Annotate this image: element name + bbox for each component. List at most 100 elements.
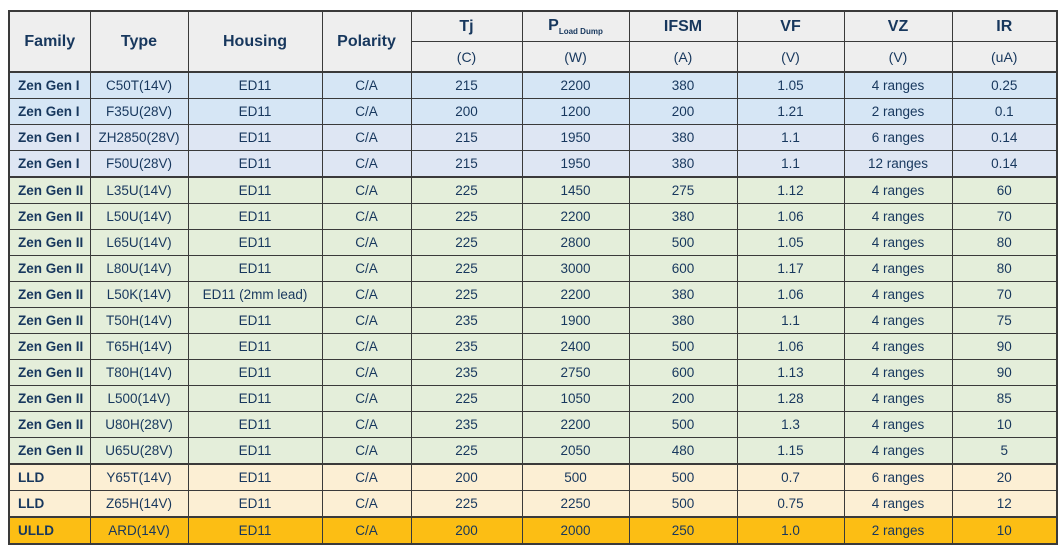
spec-table: Family Type Housing Polarity Tj PLoad Du… — [8, 10, 1058, 545]
data-cell: 500 — [628, 229, 738, 256]
col-header-type: Type — [89, 10, 189, 73]
data-cell: 600 — [628, 359, 738, 386]
data-cell: 4 ranges — [843, 176, 953, 204]
data-cell: 4 ranges — [843, 437, 953, 465]
data-cell: 4 ranges — [843, 229, 953, 256]
data-cell: C/A — [321, 176, 412, 204]
data-cell: 1.15 — [736, 437, 845, 465]
data-cell: 200 — [410, 98, 523, 125]
family-cell: LLD — [8, 490, 91, 518]
data-cell: 4 ranges — [843, 203, 953, 230]
data-cell: 2000 — [521, 516, 630, 545]
data-cell: 235 — [410, 333, 523, 360]
data-cell: 1950 — [521, 124, 630, 151]
data-cell: 10 — [951, 516, 1058, 545]
table-row: Zen Gen I F35U(28V) ED11 C/A 200 1200 200 1.21 2… — [8, 98, 1058, 125]
data-cell: 12 ranges — [843, 150, 953, 178]
data-cell: F35U(28V) — [89, 98, 189, 125]
data-cell: 6 ranges — [843, 124, 953, 151]
data-cell: 380 — [628, 150, 738, 178]
unit-tj: (C) — [410, 41, 523, 73]
data-cell: 380 — [628, 203, 738, 230]
family-cell: Zen Gen I — [8, 98, 91, 125]
col-header-ifsm: IFSM — [628, 10, 738, 42]
data-cell: 2200 — [521, 71, 630, 99]
data-cell: 1050 — [521, 385, 630, 412]
data-cell: 1950 — [521, 150, 630, 178]
data-cell: 4 ranges — [843, 359, 953, 386]
units-row: (C) (W) (A) (V) (V) (uA) — [9, 41, 1058, 73]
data-cell: ED11 — [187, 176, 323, 204]
p-symbol: P — [548, 16, 559, 34]
data-cell: L50K(14V) — [89, 281, 189, 308]
data-cell: ED11 — [187, 307, 323, 334]
data-cell: ARD(14V) — [89, 516, 189, 545]
data-cell: 215 — [410, 71, 523, 99]
data-cell: 1.28 — [736, 385, 845, 412]
data-cell: C/A — [321, 463, 412, 491]
data-cell: 0.75 — [736, 490, 845, 518]
data-cell: 225 — [410, 385, 523, 412]
data-cell: 2200 — [521, 203, 630, 230]
data-cell: 4 ranges — [843, 333, 953, 360]
table-row: Zen Gen II L50U(14V) ED11 C/A 225 2200 380 1.06… — [8, 203, 1058, 230]
table-row: Zen Gen I ZH2850(28V) ED11 C/A 215 1950 380 1.1… — [8, 124, 1058, 151]
data-cell: 500 — [628, 333, 738, 360]
data-cell: ED11 — [187, 98, 323, 125]
data-cell: 225 — [410, 176, 523, 204]
data-cell: 1.13 — [736, 359, 845, 386]
table-row: Zen Gen II T80H(14V) ED11 C/A 235 2750 600 1.13… — [8, 359, 1058, 386]
data-cell: ED11 — [187, 124, 323, 151]
data-cell: ED11 — [187, 437, 323, 465]
data-cell: 225 — [410, 255, 523, 282]
data-cell: 2250 — [521, 490, 630, 518]
table-row: Zen Gen II L35U(14V) ED11 C/A 225 1450 275 1.12… — [8, 176, 1058, 204]
data-cell: 4 ranges — [843, 490, 953, 518]
data-cell: 2800 — [521, 229, 630, 256]
data-cell: ED11 (2mm lead) — [187, 281, 323, 308]
data-cell: ED11 — [187, 516, 323, 545]
data-cell: 0.14 — [951, 124, 1058, 151]
data-cell: 4 ranges — [843, 71, 953, 99]
data-cell: C50T(14V) — [89, 71, 189, 99]
family-cell: Zen Gen II — [8, 437, 91, 465]
data-cell: 70 — [951, 281, 1058, 308]
data-cell: 1.1 — [736, 307, 845, 334]
data-cell: C/A — [321, 359, 412, 386]
data-cell: ED11 — [187, 385, 323, 412]
data-cell: 60 — [951, 176, 1058, 204]
table-body: Zen Gen I C50T(14V) ED11 C/A 215 2200 380 1.05 4… — [8, 71, 1058, 545]
family-cell: ULLD — [8, 516, 91, 545]
unit-p: (W) — [521, 41, 630, 73]
data-cell: 1.05 — [736, 229, 845, 256]
data-cell: ED11 — [187, 411, 323, 438]
data-cell: 225 — [410, 203, 523, 230]
data-cell: 225 — [410, 281, 523, 308]
data-cell: 2200 — [521, 281, 630, 308]
data-cell: 1.3 — [736, 411, 845, 438]
data-cell: C/A — [321, 98, 412, 125]
data-cell: C/A — [321, 281, 412, 308]
data-cell: 200 — [410, 516, 523, 545]
data-cell: C/A — [321, 124, 412, 151]
data-cell: T65H(14V) — [89, 333, 189, 360]
data-cell: C/A — [321, 490, 412, 518]
data-cell: 4 ranges — [843, 255, 953, 282]
data-cell: 500 — [628, 490, 738, 518]
data-cell: C/A — [321, 385, 412, 412]
data-cell: 215 — [410, 124, 523, 151]
data-cell: 20 — [951, 463, 1058, 491]
family-cell: Zen Gen I — [8, 124, 91, 151]
data-cell: Z65H(14V) — [89, 490, 189, 518]
family-cell: Zen Gen II — [8, 359, 91, 386]
data-cell: 380 — [628, 307, 738, 334]
data-cell: 2400 — [521, 333, 630, 360]
data-cell: 90 — [951, 333, 1058, 360]
table-row: Zen Gen II L50K(14V) ED11 (2mm lead) C/A 225… — [8, 281, 1058, 308]
data-cell: C/A — [321, 255, 412, 282]
data-cell: 215 — [410, 150, 523, 178]
data-cell: 2 ranges — [843, 516, 953, 545]
col-header-p-load-dump: PLoad Dump — [521, 10, 630, 42]
data-cell: ED11 — [187, 463, 323, 491]
data-cell: 3000 — [521, 255, 630, 282]
